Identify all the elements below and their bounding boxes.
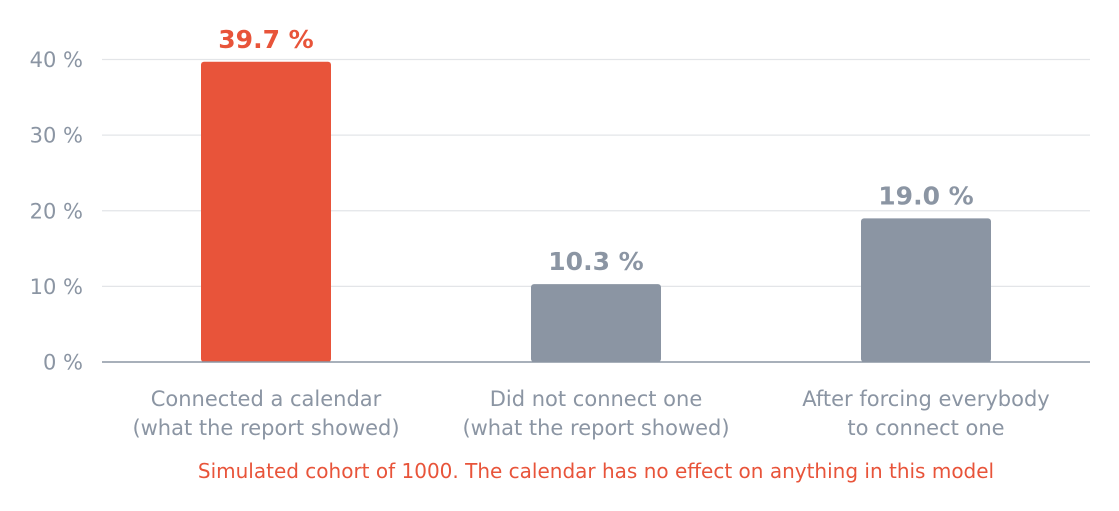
bar bbox=[531, 284, 661, 362]
category-label: to connect one bbox=[847, 416, 1004, 440]
bars bbox=[201, 61, 991, 363]
bar bbox=[201, 61, 331, 363]
y-tick-label: 0 % bbox=[43, 351, 83, 375]
category-label: (what the report showed) bbox=[132, 416, 399, 440]
y-tick-label: 20 % bbox=[30, 199, 83, 223]
bar-value-label: 19.0 % bbox=[878, 181, 973, 210]
category-labels: Connected a calendar (what the report sho… bbox=[132, 387, 1049, 440]
category-label: Did not connect one bbox=[490, 387, 703, 411]
y-axis-tick-labels: 0 % 10 % 20 % 30 % 40 % bbox=[30, 48, 83, 375]
bar-value-labels: 39.7 % 10.3 % 19.0 % bbox=[218, 25, 973, 276]
category-label: After forcing everybody bbox=[802, 387, 1049, 411]
bar bbox=[861, 218, 991, 362]
bar-value-label: 10.3 % bbox=[548, 247, 643, 276]
y-tick-label: 40 % bbox=[30, 48, 83, 72]
bar-value-label: 39.7 % bbox=[218, 25, 313, 54]
chart-caption: Simulated cohort of 1000. The calendar h… bbox=[198, 459, 994, 483]
y-tick-label: 30 % bbox=[30, 124, 83, 148]
y-tick-label: 10 % bbox=[30, 275, 83, 299]
category-label: (what the report showed) bbox=[462, 416, 729, 440]
category-label: Connected a calendar bbox=[151, 387, 382, 411]
